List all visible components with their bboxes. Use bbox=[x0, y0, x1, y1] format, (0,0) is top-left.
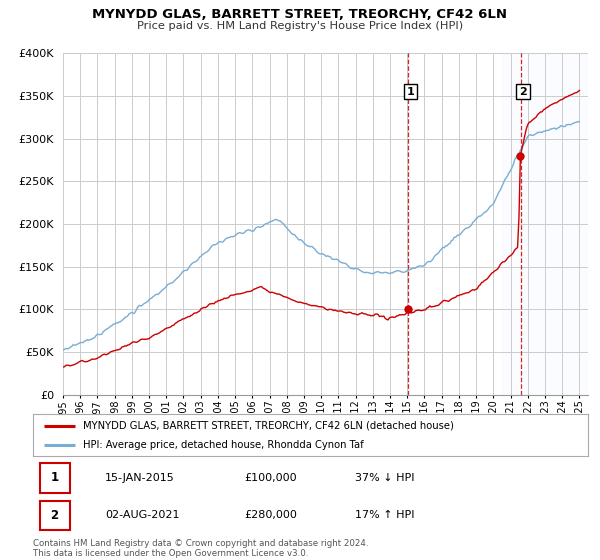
Text: 17% ↑ HPI: 17% ↑ HPI bbox=[355, 511, 415, 520]
Text: MYNYDD GLAS, BARRETT STREET, TREORCHY, CF42 6LN (detached house): MYNYDD GLAS, BARRETT STREET, TREORCHY, C… bbox=[83, 421, 454, 431]
FancyBboxPatch shape bbox=[40, 501, 70, 530]
Text: 1: 1 bbox=[50, 472, 59, 484]
Text: 2: 2 bbox=[519, 87, 527, 97]
FancyBboxPatch shape bbox=[40, 463, 70, 493]
Text: £280,000: £280,000 bbox=[244, 511, 297, 520]
Text: 37% ↓ HPI: 37% ↓ HPI bbox=[355, 473, 415, 483]
Text: 1: 1 bbox=[407, 87, 415, 97]
Text: 2: 2 bbox=[50, 509, 59, 522]
Text: 15-JAN-2015: 15-JAN-2015 bbox=[105, 473, 175, 483]
Text: HPI: Average price, detached house, Rhondda Cynon Taf: HPI: Average price, detached house, Rhon… bbox=[83, 440, 364, 450]
Text: Contains HM Land Registry data © Crown copyright and database right 2024.
This d: Contains HM Land Registry data © Crown c… bbox=[33, 539, 368, 558]
Bar bbox=[502, 53, 588, 395]
Text: £100,000: £100,000 bbox=[244, 473, 296, 483]
Text: Price paid vs. HM Land Registry's House Price Index (HPI): Price paid vs. HM Land Registry's House … bbox=[137, 21, 463, 31]
Text: MYNYDD GLAS, BARRETT STREET, TREORCHY, CF42 6LN: MYNYDD GLAS, BARRETT STREET, TREORCHY, C… bbox=[92, 8, 508, 21]
Text: 02-AUG-2021: 02-AUG-2021 bbox=[105, 511, 179, 520]
